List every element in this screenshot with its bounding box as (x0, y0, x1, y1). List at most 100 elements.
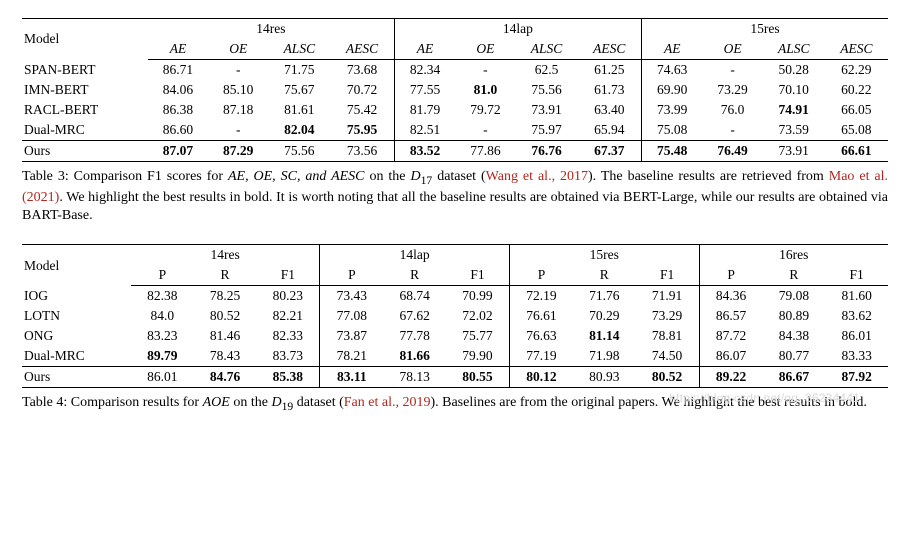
t4-cell: 83.62 (825, 306, 888, 326)
t3-cell: - (208, 60, 268, 81)
t3-cell: 76.76 (516, 141, 578, 162)
t4-subheader: P (509, 265, 572, 286)
table-3-caption: Table 3: Comparison F1 scores for AE, OE… (22, 168, 888, 226)
ref-fan-2019: Fan et al., 2019 (344, 395, 431, 410)
t3-cell: 62.5 (516, 60, 578, 81)
t4-subheader: F1 (446, 265, 509, 286)
t3-group-0: 14res (148, 19, 394, 40)
t3-cell: 76.49 (703, 141, 763, 162)
t4-cell: 71.76 (573, 286, 636, 307)
t4-cell: 83.11 (320, 367, 383, 388)
t3-cell: 77.55 (394, 80, 455, 100)
t3-model-cell: IMN-BERT (22, 80, 148, 100)
t4-cell: 71.91 (636, 286, 699, 307)
t3-cell: - (455, 120, 515, 141)
t4-cell: 87.72 (699, 326, 762, 346)
t3-cell: 77.86 (455, 141, 515, 162)
t4-cell: 70.99 (446, 286, 509, 307)
t4-model-cell: ONG (22, 326, 131, 346)
t4-group-1: 14lap (320, 245, 510, 266)
t4-cell: 81.14 (573, 326, 636, 346)
t4-subheader: R (383, 265, 446, 286)
t4-cell: 81.66 (383, 346, 446, 367)
t4-cell: 86.57 (699, 306, 762, 326)
t3-cell: 82.34 (394, 60, 455, 81)
t3-subheader: ALSC (268, 39, 330, 60)
t3-cell: 75.42 (330, 100, 394, 120)
t4-cell: 72.02 (446, 306, 509, 326)
t4-group-3: 16res (699, 245, 888, 266)
t4-cell: 73.87 (320, 326, 383, 346)
t3-cell: 61.25 (578, 60, 642, 81)
t3-subheader: AESC (825, 39, 888, 60)
t4-subheader: F1 (825, 265, 888, 286)
t4-cell: 67.62 (383, 306, 446, 326)
t4-subheader: P (131, 265, 194, 286)
t4-cell: 79.90 (446, 346, 509, 367)
t3-cell: 85.10 (208, 80, 268, 100)
t4-cell: 81.60 (825, 286, 888, 307)
t3-cell: 66.61 (825, 141, 888, 162)
t3-cell: 75.67 (268, 80, 330, 100)
table-4: Model 14res 14lap 15res 16res PRF1PRF1PR… (22, 244, 888, 388)
t4-cell: 81.46 (194, 326, 257, 346)
t4-cell: 70.29 (573, 306, 636, 326)
t4-subheader: P (699, 265, 762, 286)
t4-cell: 80.77 (763, 346, 826, 367)
t4-cell: 80.52 (194, 306, 257, 326)
t4-cell: 89.22 (699, 367, 762, 388)
t4-cell: 80.93 (573, 367, 636, 388)
t4-cell: 74.50 (636, 346, 699, 367)
t4-group-2: 15res (509, 245, 699, 266)
t4-cell: 78.25 (194, 286, 257, 307)
t4-cell: 84.0 (131, 306, 194, 326)
table-3: Model 14res 14lap 15res AEOEALSCAESCAEOE… (22, 18, 888, 162)
t3-subheader: AE (641, 39, 702, 60)
t4-cell: 86.01 (825, 326, 888, 346)
t3-subheader: AESC (330, 39, 394, 60)
t4-model-cell: IOG (22, 286, 131, 307)
t4-cell: 87.92 (825, 367, 888, 388)
t3-cell: 81.61 (268, 100, 330, 120)
t3-cell: 75.56 (268, 141, 330, 162)
t3-cell: 75.48 (641, 141, 702, 162)
t3-cell: 65.94 (578, 120, 642, 141)
t4-group-0: 14res (131, 245, 320, 266)
t3-subheader: AE (394, 39, 455, 60)
t3-cell: 50.28 (763, 60, 825, 81)
t3-subheader: AE (148, 39, 208, 60)
t4-cell: 83.23 (131, 326, 194, 346)
t3-cell: 87.07 (148, 141, 208, 162)
t4-subheader: F1 (256, 265, 319, 286)
t3-subheader: OE (455, 39, 515, 60)
t3-cell: 60.22 (825, 80, 888, 100)
t4-cell: 86.67 (763, 367, 826, 388)
t3-cell: 74.91 (763, 100, 825, 120)
t3-cell: 75.56 (516, 80, 578, 100)
t3-subheader: OE (703, 39, 763, 60)
t4-cell: 86.07 (699, 346, 762, 367)
t3-cell: 74.63 (641, 60, 702, 81)
t4-cell: 83.33 (825, 346, 888, 367)
t3-subheader: ALSC (763, 39, 825, 60)
t3-cell: 65.08 (825, 120, 888, 141)
t4-cell: 80.52 (636, 367, 699, 388)
t4-cell: 72.19 (509, 286, 572, 307)
t3-cell: 83.52 (394, 141, 455, 162)
t4-model-cell: Dual-MRC (22, 346, 131, 367)
t4-cell: 82.21 (256, 306, 319, 326)
t4-cell: 80.89 (763, 306, 826, 326)
t3-model-cell: RACL-BERT (22, 100, 148, 120)
t4-cell: 80.12 (509, 367, 572, 388)
ref-wang-2017: Wang et al., 2017 (486, 169, 588, 184)
t3-subheader: AESC (578, 39, 642, 60)
t3-cell: 86.38 (148, 100, 208, 120)
t4-cell: 83.73 (256, 346, 319, 367)
t4-cell: 84.38 (763, 326, 826, 346)
t4-model-header: Model (22, 245, 131, 286)
t3-model-cell: SPAN-BERT (22, 60, 148, 81)
t4-cell: 84.76 (194, 367, 257, 388)
t3-cell: - (455, 60, 515, 81)
t3-cell: 73.99 (641, 100, 702, 120)
t4-cell: 77.08 (320, 306, 383, 326)
